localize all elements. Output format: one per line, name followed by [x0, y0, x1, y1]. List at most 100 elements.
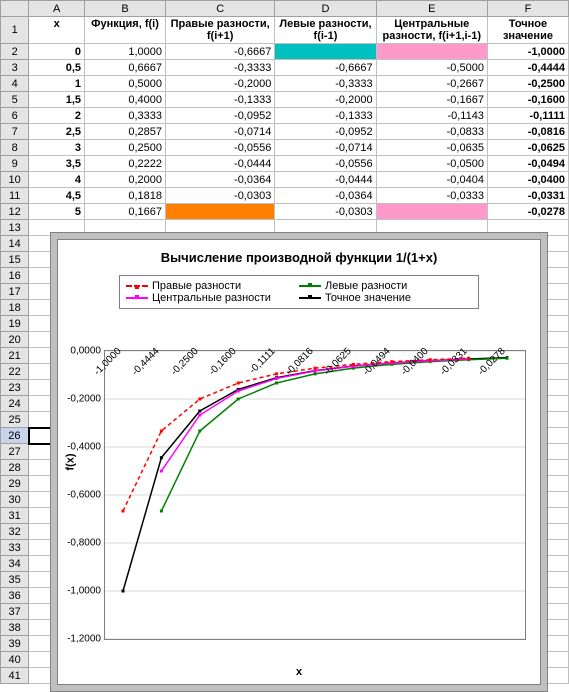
cell-A5[interactable]: 1,5 — [29, 92, 85, 108]
cell-B11[interactable]: 0,1818 — [85, 188, 166, 204]
cell-F6[interactable]: -0,1111 — [487, 108, 568, 124]
row-header[interactable]: 9 — [1, 156, 29, 172]
cell-E8[interactable]: -0,0635 — [376, 140, 487, 156]
cell-B5[interactable]: 0,4000 — [85, 92, 166, 108]
row-header[interactable]: 23 — [1, 380, 29, 396]
cell-B3[interactable]: 0,6667 — [85, 60, 166, 76]
cell-F12[interactable]: -0,0278 — [487, 204, 568, 220]
row-header[interactable]: 20 — [1, 332, 29, 348]
cell-C3[interactable]: -0,3333 — [166, 60, 275, 76]
row-header[interactable]: 11 — [1, 188, 29, 204]
row-header[interactable]: 26 — [1, 428, 29, 444]
row-header[interactable]: 40 — [1, 652, 29, 668]
row-header[interactable]: 8 — [1, 140, 29, 156]
row-header[interactable]: 2 — [1, 44, 29, 60]
row-header[interactable]: 19 — [1, 316, 29, 332]
row-header[interactable]: 24 — [1, 396, 29, 412]
cell-C8[interactable]: -0,0556 — [166, 140, 275, 156]
cell-B7[interactable]: 0,2857 — [85, 124, 166, 140]
cell-B12[interactable]: 0,1667 — [85, 204, 166, 220]
row-header[interactable]: 22 — [1, 364, 29, 380]
cell-C9[interactable]: -0,0444 — [166, 156, 275, 172]
cell-D12[interactable]: -0,0303 — [275, 204, 376, 220]
cell-D2[interactable] — [275, 44, 376, 60]
row-header[interactable]: 15 — [1, 252, 29, 268]
row-header[interactable]: 39 — [1, 636, 29, 652]
cell-A10[interactable]: 4 — [29, 172, 85, 188]
cell-D5[interactable]: -0,2000 — [275, 92, 376, 108]
row-header[interactable]: 18 — [1, 300, 29, 316]
row-header[interactable]: 25 — [1, 412, 29, 428]
cell-E5[interactable]: -0,1667 — [376, 92, 487, 108]
row-header[interactable]: 12 — [1, 204, 29, 220]
col-header-C[interactable]: C — [166, 1, 275, 17]
row-header[interactable]: 16 — [1, 268, 29, 284]
cell-D10[interactable]: -0,0444 — [275, 172, 376, 188]
cell-D4[interactable]: -0,3333 — [275, 76, 376, 92]
row-header[interactable]: 7 — [1, 124, 29, 140]
cell-F2[interactable]: -1,0000 — [487, 44, 568, 60]
cell-C2[interactable]: -0,6667 — [166, 44, 275, 60]
cell-B6[interactable]: 0,3333 — [85, 108, 166, 124]
cell-D11[interactable]: -0,0364 — [275, 188, 376, 204]
cell-A3[interactable]: 0,5 — [29, 60, 85, 76]
cell-F8[interactable]: -0,0625 — [487, 140, 568, 156]
cell-E4[interactable]: -0,2667 — [376, 76, 487, 92]
cell-B2[interactable]: 1,0000 — [85, 44, 166, 60]
row-header[interactable]: 6 — [1, 108, 29, 124]
cell-B10[interactable]: 0,2000 — [85, 172, 166, 188]
cell-A6[interactable]: 2 — [29, 108, 85, 124]
col-header-E[interactable]: E — [376, 1, 487, 17]
row-header[interactable]: 41 — [1, 668, 29, 684]
row-header[interactable]: 3 — [1, 60, 29, 76]
row-header[interactable]: 21 — [1, 348, 29, 364]
row-header[interactable]: 30 — [1, 492, 29, 508]
header-cell-A[interactable]: x — [29, 17, 85, 44]
cell-E7[interactable]: -0,0833 — [376, 124, 487, 140]
cell-B9[interactable]: 0,2222 — [85, 156, 166, 172]
cell-C7[interactable]: -0,0714 — [166, 124, 275, 140]
cell-D3[interactable]: -0,6667 — [275, 60, 376, 76]
cell-F9[interactable]: -0,0494 — [487, 156, 568, 172]
row-header[interactable]: 32 — [1, 524, 29, 540]
cell-D8[interactable]: -0,0714 — [275, 140, 376, 156]
cell-C5[interactable]: -0,1333 — [166, 92, 275, 108]
col-header-F[interactable]: F — [487, 1, 568, 17]
cell-E11[interactable]: -0,0333 — [376, 188, 487, 204]
cell-E6[interactable]: -0,1143 — [376, 108, 487, 124]
cell-D9[interactable]: -0,0556 — [275, 156, 376, 172]
row-header[interactable]: 38 — [1, 620, 29, 636]
cell-D7[interactable]: -0,0952 — [275, 124, 376, 140]
cell-C6[interactable]: -0,0952 — [166, 108, 275, 124]
cell-A8[interactable]: 3 — [29, 140, 85, 156]
cell-E3[interactable]: -0,5000 — [376, 60, 487, 76]
cell-F3[interactable]: -0,4444 — [487, 60, 568, 76]
cell-E9[interactable]: -0,0500 — [376, 156, 487, 172]
row-header[interactable]: 31 — [1, 508, 29, 524]
row-header[interactable]: 35 — [1, 572, 29, 588]
header-cell-C[interactable]: Правые разности, f(i+1) — [166, 17, 275, 44]
row-header[interactable]: 29 — [1, 476, 29, 492]
row-header[interactable]: 4 — [1, 76, 29, 92]
cell-C11[interactable]: -0,0303 — [166, 188, 275, 204]
cell-C4[interactable]: -0,2000 — [166, 76, 275, 92]
cell-E12[interactable] — [376, 204, 487, 220]
cell-A7[interactable]: 2,5 — [29, 124, 85, 140]
row-header[interactable]: 36 — [1, 588, 29, 604]
cell-A4[interactable]: 1 — [29, 76, 85, 92]
row-header[interactable]: 34 — [1, 556, 29, 572]
cell-F5[interactable]: -0,1600 — [487, 92, 568, 108]
row-header[interactable]: 13 — [1, 220, 29, 236]
cell-F4[interactable]: -0,2500 — [487, 76, 568, 92]
cell-E2[interactable] — [376, 44, 487, 60]
col-header-D[interactable]: D — [275, 1, 376, 17]
corner-cell[interactable] — [1, 1, 29, 17]
cell-E10[interactable]: -0,0404 — [376, 172, 487, 188]
row-header[interactable]: 28 — [1, 460, 29, 476]
cell-F10[interactable]: -0,0400 — [487, 172, 568, 188]
cell-F7[interactable]: -0,0816 — [487, 124, 568, 140]
header-cell-E[interactable]: Центральные разности, f(i+1,i-1) — [376, 17, 487, 44]
row-header[interactable]: 14 — [1, 236, 29, 252]
row-header[interactable]: 5 — [1, 92, 29, 108]
row-header[interactable]: 37 — [1, 604, 29, 620]
